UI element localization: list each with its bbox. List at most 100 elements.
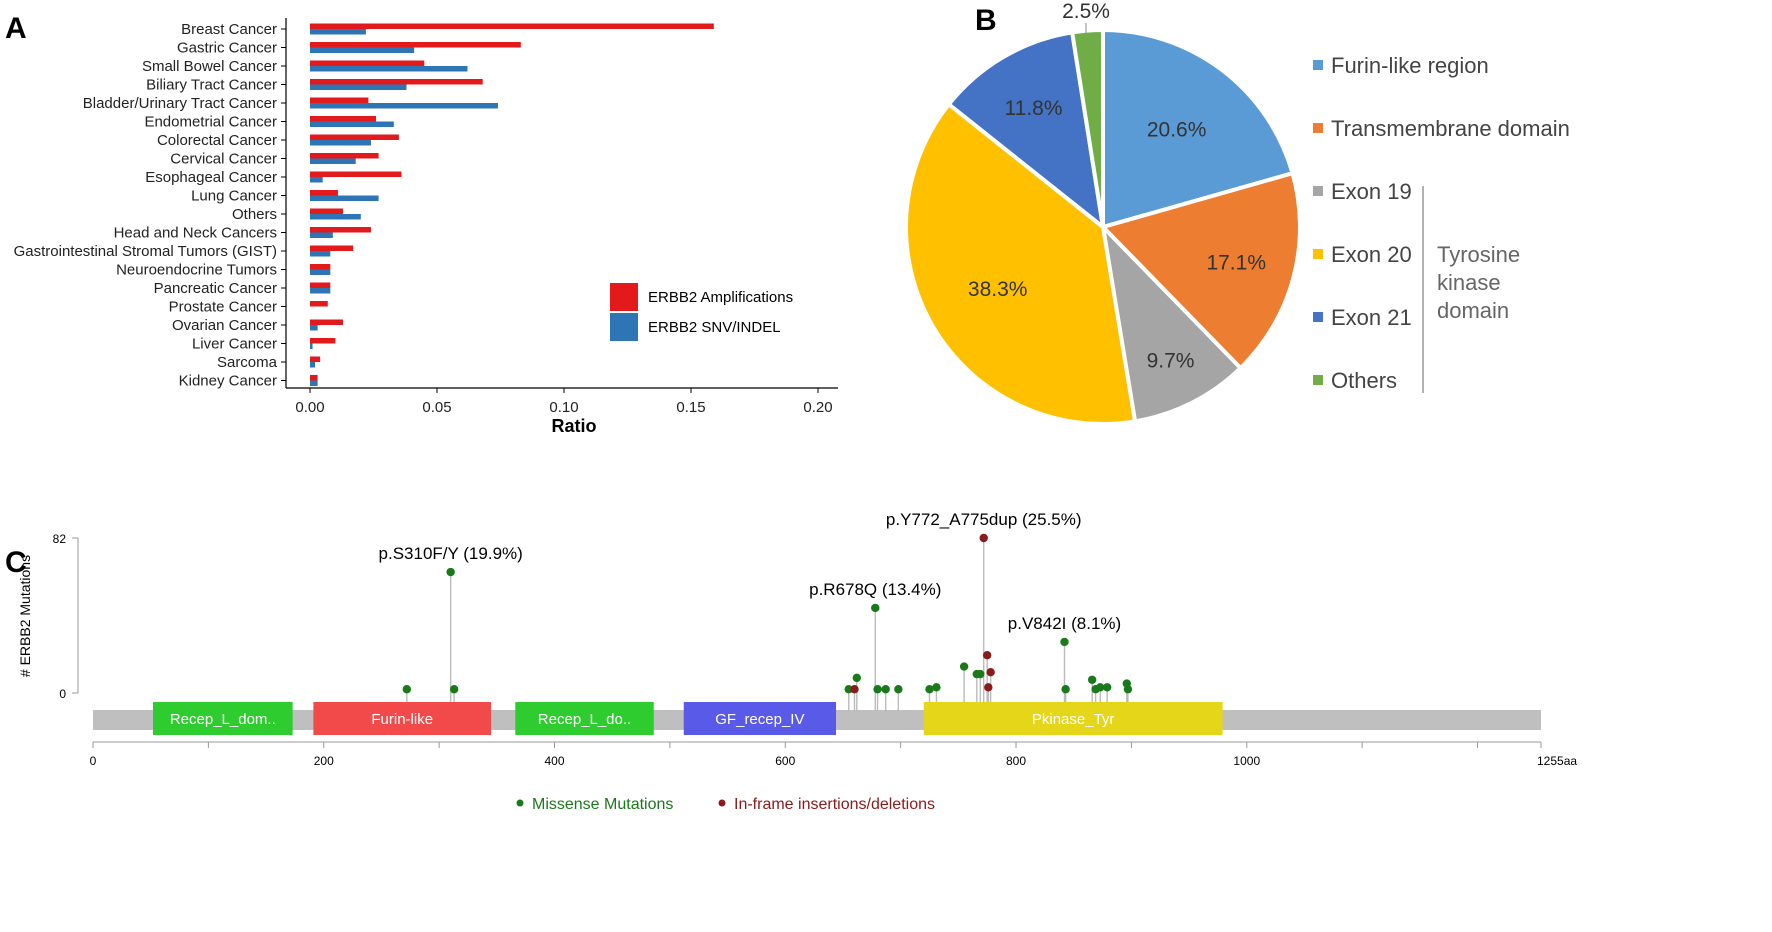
pie-legend-label-transmembrane-domain: Transmembrane domain	[1331, 116, 1570, 141]
lollipop-y-tick-label: 82	[53, 532, 67, 546]
mutation-point-missense-mutations	[1060, 637, 1069, 647]
bar-erbb2-snv-indel-pancreatic-cancer	[310, 288, 331, 294]
category-label-gastric-cancer: Gastric Cancer	[177, 40, 277, 57]
bar-erbb2-snv-indel-small-bowel-cancer	[310, 66, 468, 72]
bar-erbb2-amplifications-neuroendocrine-tumors	[310, 264, 331, 270]
mutation-point-in-frame-insertions-deletions	[984, 683, 993, 692]
bar-erbb2-amplifications-liver-cancer	[310, 338, 336, 344]
domain-pkinase-tyr	[923, 702, 1223, 735]
bar-erbb2-snv-indel-neuroendocrine-tumors	[310, 269, 331, 275]
domain-recep-l-dom	[152, 702, 293, 735]
bar-x-tick-label: 0.20	[803, 399, 832, 416]
category-label-head-and-neck-cancers: Head and Neck Cancers	[114, 225, 277, 242]
mutation-point-missense-mutations	[881, 685, 890, 694]
pie-legend-label-others: Others	[1331, 368, 1397, 393]
bar-erbb2-snv-indel-gastrointestinal-stromal-tumors-gist	[310, 251, 331, 257]
pie-label-exon-19: 9.7%	[1147, 350, 1195, 373]
category-label-prostate-cancer: Prostate Cancer	[169, 299, 277, 316]
mutation-point-missense-mutations	[1096, 683, 1105, 692]
category-label-breast-cancer: Breast Cancer	[181, 21, 277, 38]
domain-gf-recep-iv	[683, 702, 837, 735]
mutation-point-missense-mutations	[871, 603, 880, 613]
category-label-neuroendocrine-tumors: Neuroendocrine Tumors	[116, 262, 277, 279]
bar-erbb2-snv-indel-head-and-neck-cancers	[310, 232, 333, 238]
category-label-ovarian-cancer: Ovarian Cancer	[172, 317, 277, 334]
bar-erbb2-amplifications-esophageal-cancer	[310, 171, 402, 177]
domain-label-recep-l-dom: Recep_L_dom..	[170, 711, 276, 728]
category-label-others: Others	[232, 206, 277, 223]
bar-erbb2-amplifications-lung-cancer	[310, 190, 338, 196]
mutation-point-missense-mutations	[932, 683, 941, 692]
mutation-point-missense-mutations	[1123, 685, 1133, 694]
pie-legend-label-exon-21: Exon 21	[1331, 305, 1412, 330]
bar-erbb2-amplifications-small-bowel-cancer	[310, 60, 425, 66]
pie-slice-exon-19	[1099, 221, 1244, 424]
category-label-gastrointestinal-stromal-tumors-gist: Gastrointestinal Stromal Tumors (GIST)	[14, 243, 277, 260]
bracket-label-line: Tyrosine	[1437, 242, 1520, 267]
lollipop-x-tick-label: 1255aa	[1537, 754, 1577, 768]
lollipop-x-tick-label: 1000	[1233, 754, 1260, 768]
lollipop-legend-label-in-frame-insertions-deletions: In-frame insertions/deletions	[734, 796, 935, 813]
pie-legend-label-exon-20: Exon 20	[1331, 242, 1412, 267]
category-label-bladder-urinary-tract-cancer: Bladder/Urinary Tract Cancer	[83, 95, 277, 112]
bar-erbb2-snv-indel-breast-cancer	[310, 29, 366, 35]
pie-slice-exon-20	[904, 101, 1138, 426]
bar-erbb2-amplifications-colorectal-cancer	[310, 134, 399, 140]
mutation-point-missense-mutations	[1102, 683, 1112, 692]
mutation-point-missense-mutations	[844, 685, 853, 694]
category-label-lung-cancer: Lung Cancer	[191, 188, 277, 205]
pie-legend-swatch-exon-19	[1313, 186, 1323, 196]
legend-swatch-erbb2-amplifications	[610, 283, 638, 311]
bar-erbb2-amplifications-endometrial-cancer	[310, 116, 377, 122]
bar-x-axis-title: Ratio	[552, 416, 597, 436]
bar-erbb2-snv-indel-bladder-urinary-tract-cancer	[310, 103, 498, 109]
pie-chart: 20.6% 17.1% 9.7% 38.3% 11.8% 2.5% Furin-like r…	[904, 0, 1570, 426]
legend-label-erbb2-amplifications: ERBB2 Amplifications	[648, 289, 793, 306]
category-label-colorectal-cancer: Colorectal Cancer	[157, 132, 277, 149]
pie-legend-label-exon-19: Exon 19	[1331, 179, 1412, 204]
bar-erbb2-snv-indel-kidney-cancer	[310, 380, 318, 386]
bar-erbb2-snv-indel-lung-cancer	[310, 195, 379, 201]
mutation-point-missense-mutations	[959, 662, 969, 671]
category-label-pancreatic-cancer: Pancreatic Cancer	[154, 280, 277, 297]
bar-erbb2-snv-indel-cervical-cancer	[310, 158, 356, 164]
pie-slice-others	[1069, 27, 1105, 228]
bar-erbb2-amplifications-sarcoma	[310, 356, 321, 362]
mutation-annotation-p-s310f-y-19-9: p.S310F/Y (19.9%)	[379, 544, 523, 563]
bar-x-tick-label: 0.10	[549, 399, 578, 416]
pie-legend-swatch-exon-21	[1313, 312, 1323, 322]
lollipop-x-tick-label: 200	[314, 754, 334, 768]
bar-erbb2-snv-indel-biliary-tract-cancer	[310, 84, 407, 90]
bar-erbb2-amplifications-bladder-urinary-tract-cancer	[310, 97, 369, 103]
pie-legend-swatch-furin-like-region	[1313, 60, 1323, 70]
category-label-biliary-tract-cancer: Biliary Tract Cancer	[146, 77, 277, 94]
lollipop-x-tick-label: 400	[544, 754, 564, 768]
mutation-annotation-p-v842i-8-1: p.V842I (8.1%)	[1008, 614, 1121, 633]
category-label-sarcoma: Sarcoma	[217, 354, 278, 371]
category-label-endometrial-cancer: Endometrial Cancer	[144, 114, 277, 131]
bar-erbb2-snv-indel-colorectal-cancer	[310, 140, 371, 146]
mutation-point-missense-mutations	[446, 567, 455, 577]
bar-erbb2-amplifications-others	[310, 208, 344, 214]
panel-c-letter: C	[5, 546, 27, 579]
domain-furin-like	[313, 702, 492, 735]
bracket-label-line: domain	[1437, 298, 1509, 323]
legend-label-erbb2-snv-indel: ERBB2 SNV/INDEL	[648, 319, 781, 336]
bar-erbb2-amplifications-biliary-tract-cancer	[310, 79, 483, 85]
bar-erbb2-amplifications-prostate-cancer	[310, 301, 328, 307]
bar-erbb2-snv-indel-ovarian-cancer	[310, 325, 318, 331]
bar-erbb2-amplifications-gastrointestinal-stromal-tumors-gist	[310, 245, 354, 251]
pie-legend-swatch-others	[1313, 375, 1323, 385]
pie-label-furin-like-region: 20.6%	[1147, 119, 1207, 142]
mutation-point-missense-mutations	[925, 685, 934, 694]
pie-slice-transmembrane-domain	[1099, 170, 1302, 371]
mutation-point-in-frame-insertions-deletions	[979, 533, 988, 543]
mutation-point-in-frame-insertions-deletions	[850, 685, 859, 694]
pie-label-exon-21: 11.8%	[1005, 97, 1063, 120]
domain-label-recep-l-do: Recep_L_do..	[538, 711, 631, 728]
pie-legend-swatch-exon-20	[1313, 249, 1323, 259]
mutation-point-in-frame-insertions-deletions	[982, 650, 992, 660]
pie-slice-furin-like-region	[1101, 27, 1295, 230]
